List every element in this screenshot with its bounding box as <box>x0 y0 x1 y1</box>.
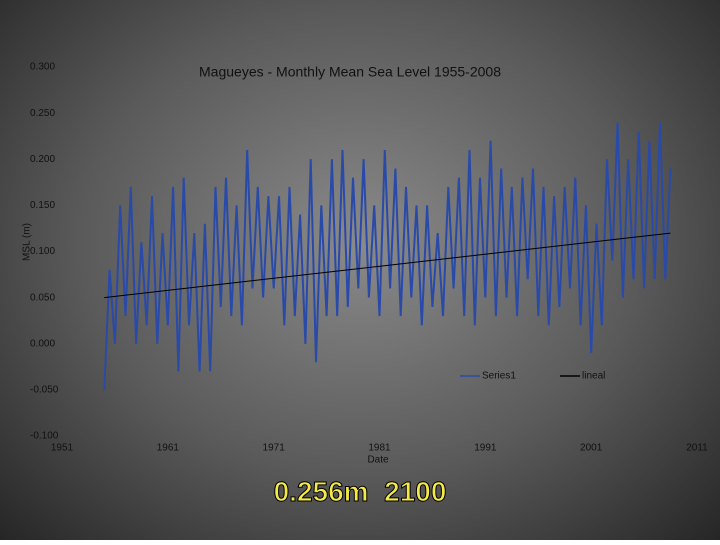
series-line <box>103 122 672 390</box>
y-tick-label: 0.150 <box>30 200 55 211</box>
series-line <box>104 232 671 299</box>
y-tick-label: 0.000 <box>30 338 55 349</box>
x-tick-label: 1971 <box>263 443 286 454</box>
y-tick-label: 0.300 <box>30 62 55 73</box>
x-tick-label: 1991 <box>474 443 497 454</box>
y-tick-label: 0.050 <box>30 292 55 303</box>
x-tick-label: 1961 <box>157 443 180 454</box>
legend-label: Series1 <box>482 371 516 382</box>
y-tick-label: -0.050 <box>30 385 59 396</box>
x-tick-label: 2011 <box>686 443 708 454</box>
x-axis-label: Date <box>367 455 389 466</box>
x-tick-label: 1951 <box>51 443 74 454</box>
x-tick-label: 2001 <box>580 443 603 454</box>
y-tick-label: 0.250 <box>30 108 55 119</box>
x-tick-label: 1981 <box>368 443 391 454</box>
y-tick-label: -0.100 <box>30 431 59 442</box>
y-tick-label: 0.100 <box>30 246 55 257</box>
annotation: 0.256m 2100 <box>273 476 447 508</box>
chart-title: Magueyes - Monthly Mean Sea Level 1955-2… <box>199 64 501 80</box>
y-tick-label: 0.200 <box>30 154 55 165</box>
legend-label: lineal <box>582 371 605 382</box>
y-axis-label: MSL (m) <box>22 223 33 261</box>
